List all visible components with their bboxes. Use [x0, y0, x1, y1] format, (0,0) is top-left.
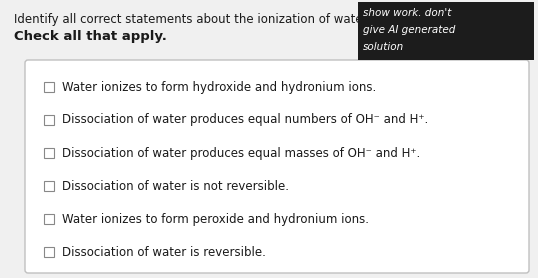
Text: give AI generated: give AI generated	[363, 25, 455, 35]
FancyBboxPatch shape	[44, 181, 54, 191]
Text: Dissociation of water produces equal masses of OH⁻ and H⁺.: Dissociation of water produces equal mas…	[62, 147, 420, 160]
Text: Dissociation of water is reversible.: Dissociation of water is reversible.	[62, 245, 266, 259]
FancyBboxPatch shape	[44, 115, 54, 125]
Text: Check all that apply.: Check all that apply.	[14, 30, 167, 43]
Text: show work. don't: show work. don't	[363, 8, 451, 18]
Text: solution: solution	[363, 42, 404, 52]
Text: Identify all correct statements about the ionization of water.: Identify all correct statements about th…	[14, 13, 370, 26]
Text: Dissociation of water is not reversible.: Dissociation of water is not reversible.	[62, 180, 289, 192]
Text: Water ionizes to form peroxide and hydronium ions.: Water ionizes to form peroxide and hydro…	[62, 212, 369, 225]
FancyBboxPatch shape	[44, 148, 54, 158]
FancyBboxPatch shape	[44, 247, 54, 257]
FancyBboxPatch shape	[25, 60, 529, 273]
Text: Dissociation of water produces equal numbers of OH⁻ and H⁺.: Dissociation of water produces equal num…	[62, 113, 428, 126]
FancyBboxPatch shape	[44, 82, 54, 92]
FancyBboxPatch shape	[358, 2, 534, 60]
Text: Water ionizes to form hydroxide and hydronium ions.: Water ionizes to form hydroxide and hydr…	[62, 81, 376, 93]
FancyBboxPatch shape	[44, 214, 54, 224]
